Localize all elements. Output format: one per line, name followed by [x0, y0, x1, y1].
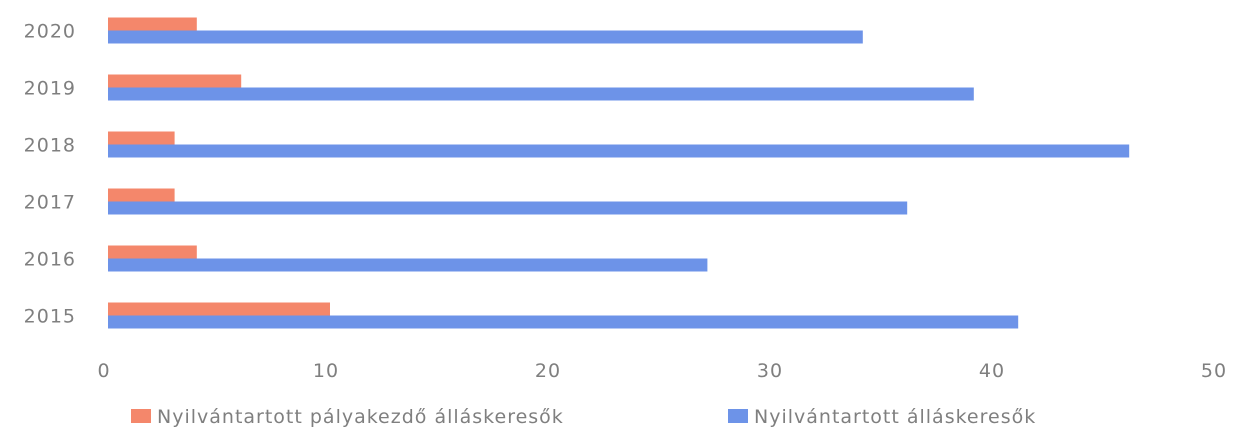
bar-2016-allaskeresok [108, 258, 708, 272]
x-tick-label-10: 10 [313, 360, 339, 382]
bar-2019-allaskeresok [108, 87, 974, 101]
bar-2019-palyakezdo [108, 74, 242, 88]
bar-2018-allaskeresok [108, 144, 1130, 158]
legend: Nyilvántartott pályakezdő álláskeresők N… [131, 406, 1036, 427]
x-axis-labels: 0 10 20 30 40 50 [97, 360, 1227, 382]
bar-2020-palyakezdo [108, 17, 197, 31]
y-tick-label-2020: 2020 [24, 21, 76, 43]
legend-label-palyakezdo: Nyilvántartott pályakezdő álláskeresők [157, 406, 564, 427]
y-tick-label-2019: 2019 [24, 78, 76, 100]
y-tick-label-2017: 2017 [24, 192, 76, 214]
bar-2016-palyakezdo [108, 245, 197, 259]
y-tick-label-2015: 2015 [24, 306, 76, 328]
y-tick-label-2016: 2016 [24, 249, 76, 271]
bars-layer [108, 17, 1130, 329]
legend-swatch-palyakezdo [131, 409, 151, 423]
bar-2018-palyakezdo [108, 131, 175, 145]
bar-2020-allaskeresok [108, 30, 863, 44]
legend-label-allaskeresok: Nyilvántartott álláskeresők [754, 406, 1036, 427]
bar-2017-palyakezdo [108, 188, 175, 202]
x-tick-label-50: 50 [1201, 360, 1227, 382]
legend-swatch-allaskeresok [728, 409, 748, 423]
y-tick-label-2018: 2018 [24, 135, 76, 157]
x-tick-label-20: 20 [535, 360, 561, 382]
y-axis-labels: 2015 2016 2017 2018 2019 2020 [24, 21, 76, 328]
bar-2015-palyakezdo [108, 302, 330, 316]
x-tick-label-0: 0 [97, 360, 110, 382]
x-tick-label-30: 30 [757, 360, 783, 382]
bar-2017-allaskeresok [108, 201, 908, 215]
x-tick-label-40: 40 [979, 360, 1005, 382]
bar-2015-allaskeresok [108, 315, 1019, 329]
